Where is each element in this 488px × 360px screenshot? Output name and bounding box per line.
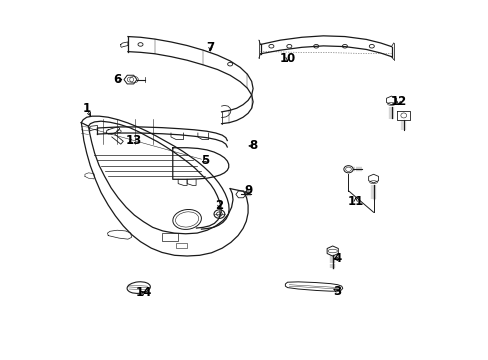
Text: 14: 14 — [136, 287, 152, 300]
Text: 13: 13 — [125, 134, 141, 147]
Text: 7: 7 — [206, 41, 214, 54]
Text: 9: 9 — [244, 184, 252, 197]
Text: 10: 10 — [279, 51, 295, 64]
Text: 12: 12 — [390, 95, 406, 108]
Text: 3: 3 — [333, 285, 341, 298]
Text: 2: 2 — [215, 199, 223, 212]
Text: 4: 4 — [333, 252, 341, 265]
Text: 1: 1 — [82, 102, 91, 115]
Text: 5: 5 — [201, 154, 209, 167]
Text: 11: 11 — [347, 195, 363, 208]
Text: 6: 6 — [113, 73, 121, 86]
Text: 8: 8 — [249, 139, 257, 152]
